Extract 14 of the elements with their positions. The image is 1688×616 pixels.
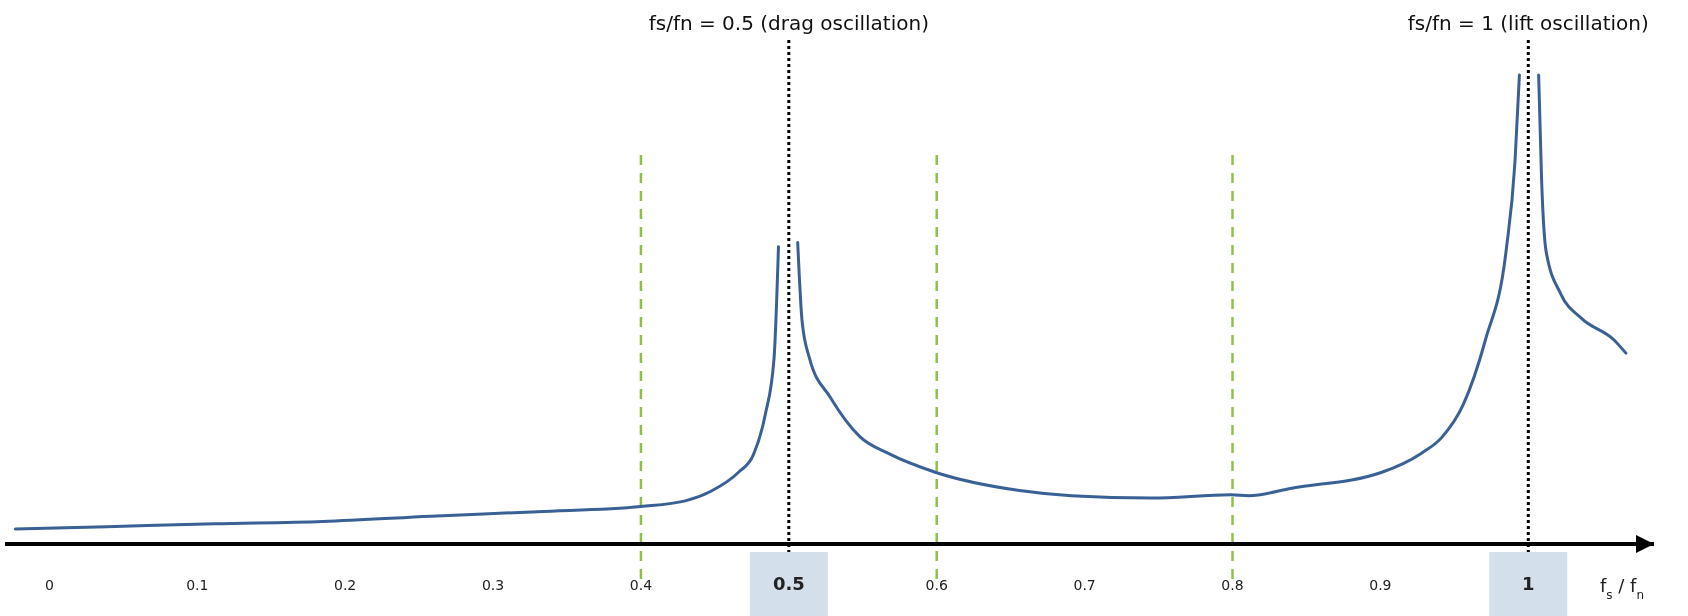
x-tick-label: 0.9 [1369,577,1392,593]
x-tick-label: 0 [44,577,54,593]
x-tick-label: 0.5 [772,573,805,594]
x-tick-label: 0.8 [1221,577,1244,593]
ref-line-label: fs/fn = 0.5 (drag oscillation) [648,11,929,35]
x-tick-label: 0.3 [481,577,505,593]
x-tick-label: 0.7 [1073,577,1096,593]
x-tick-label: 0.4 [629,577,653,593]
x-tick-label: 0.2 [334,577,357,593]
ref-line-label: fs/fn = 1 (lift oscillation) [1407,11,1649,35]
x-axis-title: f$_{s}$ / f$_{n}$ [1600,575,1645,602]
x-tick-label: 0.6 [925,577,948,593]
x-tick-label: 1 [1522,573,1535,594]
x-tick-label: 0.1 [186,577,209,593]
